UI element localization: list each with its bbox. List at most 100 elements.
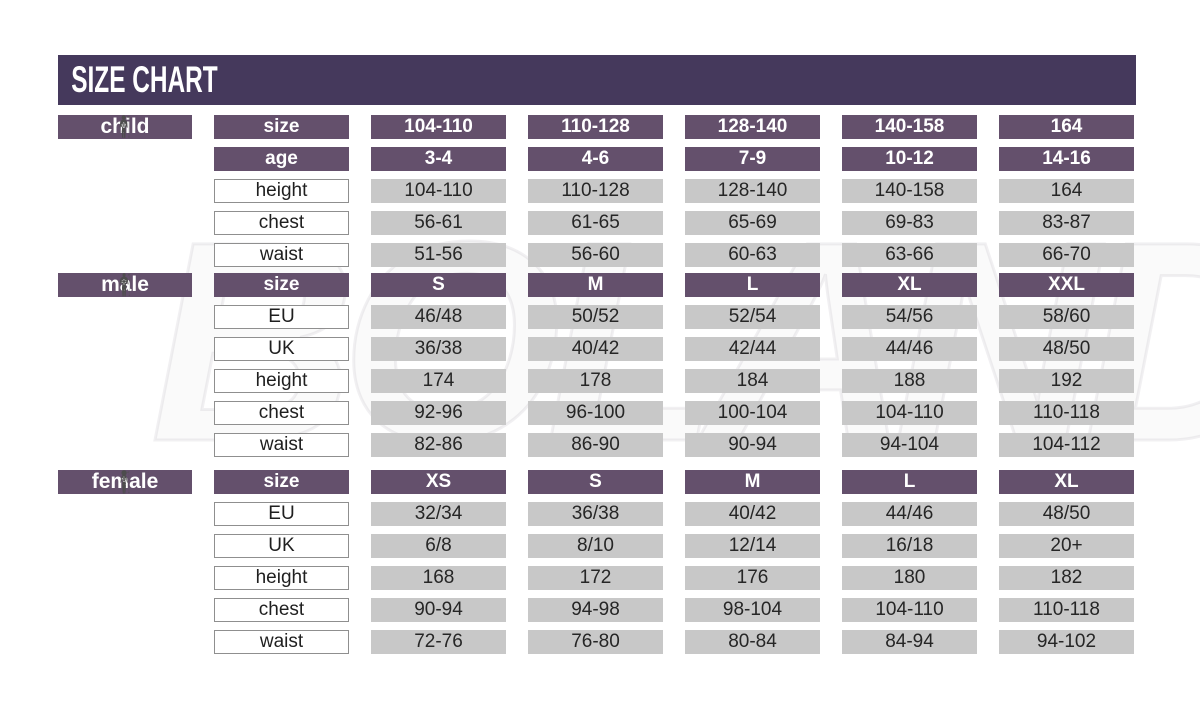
value-cell: 12/14	[685, 534, 820, 558]
value-cell: 63-66	[842, 243, 977, 267]
value-cell: 172	[528, 566, 663, 590]
value-cell: 180	[842, 566, 977, 590]
value-cell: 178	[528, 369, 663, 393]
height-letter: h	[127, 472, 129, 474]
value-cell: 50/52	[528, 305, 663, 329]
value-cell: 8/10	[528, 534, 663, 558]
value-cell: 94-102	[999, 630, 1134, 654]
row-label-cell: chest	[214, 598, 349, 622]
male-figure-icon: h c w	[119, 273, 130, 297]
header-value-cell: S	[371, 273, 506, 297]
header-value-cell: M	[528, 273, 663, 297]
value-cell: 104-110	[842, 401, 977, 425]
value-cell: 174	[371, 369, 506, 393]
row-label-cell: waist	[214, 630, 349, 654]
value-cell: 44/46	[842, 502, 977, 526]
value-cell: 90-94	[371, 598, 506, 622]
value-cell: 40/42	[528, 337, 663, 361]
row-label-cell: chest	[214, 211, 349, 235]
waist-letter: w	[123, 481, 125, 483]
value-cell: 104-110	[371, 179, 506, 203]
header-value-cell: S	[528, 470, 663, 494]
value-cell: 100-104	[685, 401, 820, 425]
header-value-cell: 10-12	[842, 147, 977, 171]
value-cell: 6/8	[371, 534, 506, 558]
value-cell: 110-128	[528, 179, 663, 203]
row-label-cell: height	[214, 179, 349, 203]
section-female: female h c w sizeXSSMLXLEU32/3436/3840/4…	[58, 470, 1136, 654]
value-cell: 16/18	[842, 534, 977, 558]
value-cell: 65-69	[685, 211, 820, 235]
header-value-cell: 3-4	[371, 147, 506, 171]
header-label-cell: age	[214, 147, 349, 171]
value-cell: 192	[999, 369, 1134, 393]
row-label-cell: EU	[214, 305, 349, 329]
waist-letter: w	[123, 126, 125, 129]
header-value-cell: XXL	[999, 273, 1134, 297]
value-cell: 48/50	[999, 502, 1134, 526]
waist-letter: w	[123, 283, 125, 285]
value-cell: 176	[685, 566, 820, 590]
figure-slot-female: h c w	[58, 470, 192, 494]
value-cell: 42/44	[685, 337, 820, 361]
row-label-cell: waist	[214, 433, 349, 457]
row-label-cell: waist	[214, 243, 349, 267]
row-label-cell: chest	[214, 401, 349, 425]
value-cell: 76-80	[528, 630, 663, 654]
section-child: child h c w size104-110110-128128-140140…	[58, 115, 1136, 267]
value-cell: 44/46	[842, 337, 977, 361]
value-cell: 80-84	[685, 630, 820, 654]
value-cell: 32/34	[371, 502, 506, 526]
height-letter: h	[128, 275, 130, 277]
page-title: SIZE CHART	[71, 59, 218, 100]
value-cell: 92-96	[371, 401, 506, 425]
value-cell: 110-118	[999, 401, 1134, 425]
header-value-cell: 104-110	[371, 115, 506, 139]
header-value-cell: 128-140	[685, 115, 820, 139]
header-value-cell: 7-9	[685, 147, 820, 171]
value-cell: 83-87	[999, 211, 1134, 235]
value-cell: 48/50	[999, 337, 1134, 361]
header-label-cell: size	[214, 115, 349, 139]
header-value-cell: 14-16	[999, 147, 1134, 171]
value-cell: 46/48	[371, 305, 506, 329]
value-cell: 69-83	[842, 211, 977, 235]
header-value-cell: XS	[371, 470, 506, 494]
value-cell: 60-63	[685, 243, 820, 267]
value-cell: 56-60	[528, 243, 663, 267]
value-cell: 58/60	[999, 305, 1134, 329]
value-cell: 52/54	[685, 305, 820, 329]
value-cell: 36/38	[528, 502, 663, 526]
header-value-cell: L	[842, 470, 977, 494]
value-cell: 82-86	[371, 433, 506, 457]
row-label-cell: EU	[214, 502, 349, 526]
value-cell: 56-61	[371, 211, 506, 235]
header-label-cell: size	[214, 470, 349, 494]
value-cell: 104-112	[999, 433, 1134, 457]
header-value-cell: 110-128	[528, 115, 663, 139]
height-letter: h	[128, 115, 130, 119]
value-cell: 61-65	[528, 211, 663, 235]
value-cell: 90-94	[685, 433, 820, 457]
header-value-cell: 4-6	[528, 147, 663, 171]
header-value-cell: 164	[999, 115, 1134, 139]
value-cell: 84-94	[842, 630, 977, 654]
child-figure-icon: h c w	[120, 115, 131, 139]
value-cell: 188	[842, 369, 977, 393]
value-cell: 140-158	[842, 179, 977, 203]
figure-slot-male: h c w	[58, 273, 192, 297]
header-label-cell: size	[214, 273, 349, 297]
value-cell: 182	[999, 566, 1134, 590]
value-cell: 40/42	[685, 502, 820, 526]
row-label-cell: UK	[214, 534, 349, 558]
value-cell: 98-104	[685, 598, 820, 622]
value-cell: 94-104	[842, 433, 977, 457]
header-value-cell: M	[685, 470, 820, 494]
header-value-cell: 140-158	[842, 115, 977, 139]
value-cell: 72-76	[371, 630, 506, 654]
chest-letter: c	[123, 279, 125, 281]
chest-letter: c	[123, 477, 125, 479]
row-label-cell: height	[214, 369, 349, 393]
value-cell: 36/38	[371, 337, 506, 361]
